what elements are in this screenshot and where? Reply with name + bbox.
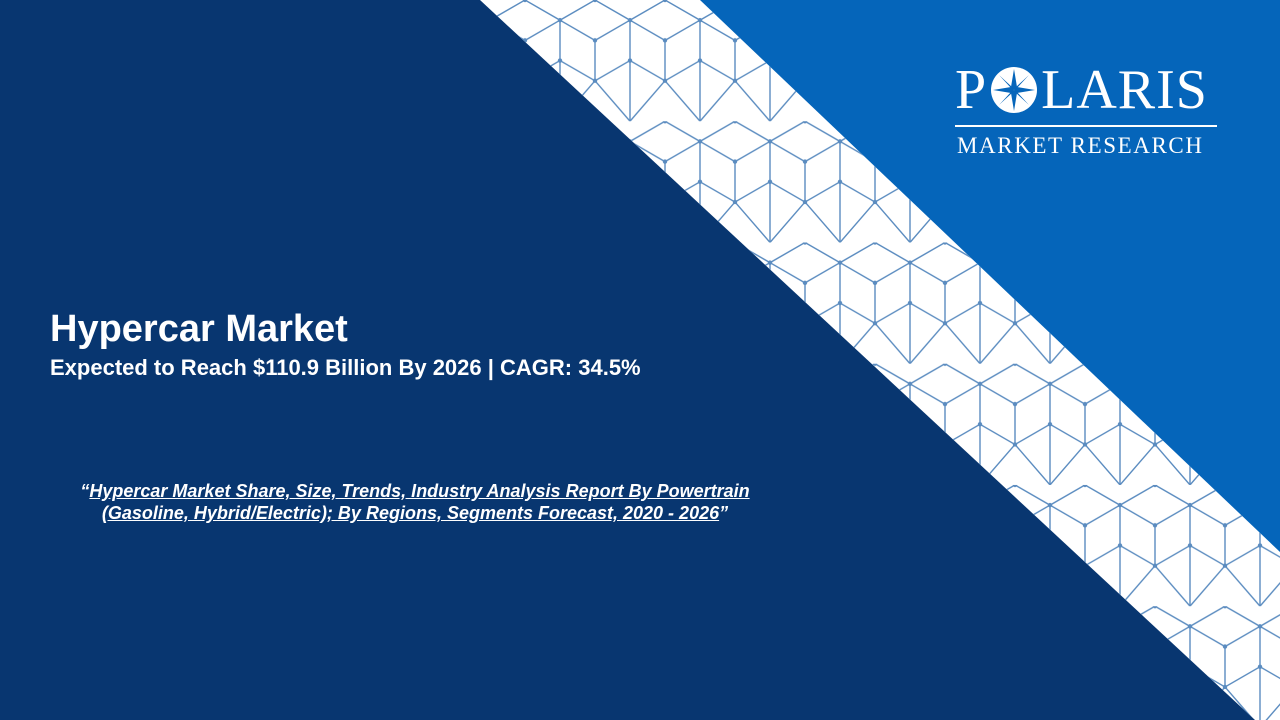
logo-letters-laris: LARIS <box>1041 59 1208 121</box>
report-link[interactable]: Hypercar Market Share, Size, Trends, Ind… <box>89 481 750 523</box>
subtitle: Expected to Reach $110.9 Billion By 2026… <box>50 355 641 380</box>
title-block: Hypercar Market Expected to Reach $110.9… <box>50 305 810 383</box>
report-title-block: “Hypercar Market Share, Size, Trends, In… <box>40 480 790 524</box>
logo-tagline: MARKET RESEARCH <box>957 133 1204 158</box>
logo-divider <box>955 125 1217 127</box>
polaris-logo: P LARIS MARKET RESEARCH <box>955 58 1220 162</box>
logo-letter-p: P <box>955 59 988 121</box>
main-title: Hypercar Market <box>50 308 348 350</box>
compass-star-icon <box>991 67 1038 113</box>
close-quote: ” <box>719 503 729 523</box>
logo-wordmark: P LARIS <box>955 58 1208 122</box>
open-quote: “ <box>80 481 90 501</box>
